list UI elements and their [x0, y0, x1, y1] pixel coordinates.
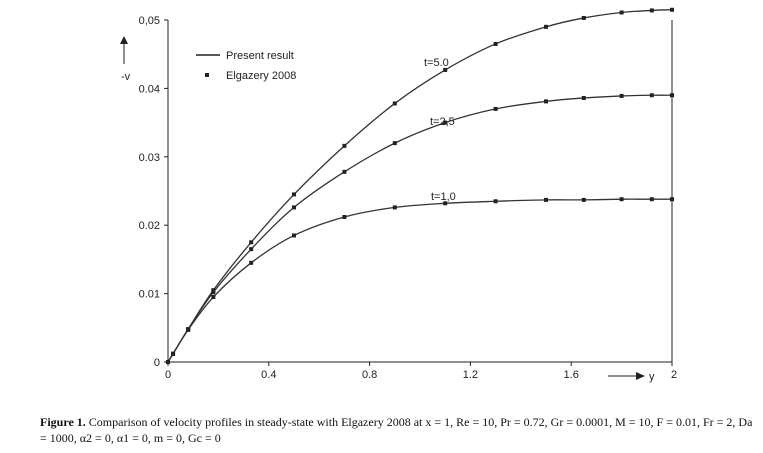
legend-marker-swatch: [205, 73, 209, 77]
series-point-2: [581, 197, 586, 202]
x-axis-arrowhead: [636, 372, 645, 380]
series-point-0: [292, 192, 296, 197]
series-point-1: [249, 247, 254, 252]
series-point-0: [649, 8, 654, 13]
annotation-t25: t=2,5: [430, 116, 455, 128]
caption-text: Comparison of velocity profiles in stead…: [40, 415, 753, 445]
series-point-0: [342, 143, 347, 148]
y-tick-label: 0.04: [139, 83, 160, 95]
series-point-2: [211, 295, 216, 300]
y-tick-label: 0: [154, 357, 160, 369]
y-tick-label: 0,05: [139, 15, 160, 27]
series-point-2: [493, 199, 498, 204]
series-point-0: [670, 7, 674, 12]
series-point-0: [392, 101, 397, 106]
legend-line-label: Present result: [226, 50, 294, 62]
series-point-1: [211, 290, 216, 295]
annotation-t1: t=1,0: [431, 191, 456, 203]
series-point-2: [619, 197, 624, 202]
x-tick-label: 1.6: [564, 369, 579, 381]
series-point-1: [544, 99, 548, 104]
series-line-1: [167, 94, 673, 363]
series-point-1: [649, 93, 654, 98]
x-axis-label: y: [649, 371, 655, 383]
series-point-2: [186, 327, 191, 332]
series-line-0: [167, 9, 673, 363]
series-point-0: [443, 67, 448, 72]
series-point-0: [249, 240, 254, 245]
legend-marker-label: Elgazery 2008: [226, 70, 296, 82]
y-tick-label: 0.03: [139, 152, 160, 164]
series-point-1: [670, 93, 674, 98]
x-tick-label: 0.8: [362, 369, 377, 381]
series-point-2: [171, 351, 176, 356]
series-point-1: [581, 95, 586, 100]
series-point-2: [649, 197, 654, 202]
origin-point: [166, 360, 170, 364]
series-point-0: [493, 41, 498, 46]
x-tick-label: 0.4: [261, 369, 276, 381]
series-point-2: [249, 260, 254, 265]
x-tick-label: 2: [671, 369, 677, 381]
series-point-1: [292, 205, 296, 210]
series-point-2: [292, 233, 296, 238]
x-tick-label: 0: [165, 369, 171, 381]
y-tick-label: 0.01: [139, 289, 160, 301]
series-line-2: [167, 198, 672, 363]
series-point-0: [544, 24, 548, 29]
series-point-0: [211, 288, 216, 293]
series-point-1: [342, 169, 347, 174]
series-point-2: [443, 201, 448, 206]
series-point-2: [342, 214, 347, 219]
series-point-0: [619, 10, 624, 15]
series-point-2: [392, 205, 397, 210]
velocity-profile-chart: -v y Present result Elgazery 2008 t=5.0 …: [120, 7, 677, 383]
y-axis-arrowhead: [120, 36, 128, 44]
series-point-1: [493, 106, 498, 111]
x-tick-label: 1.2: [463, 369, 478, 381]
y-tick-label: 0.02: [139, 220, 160, 232]
series-point-2: [544, 197, 548, 202]
series-point-1: [443, 120, 448, 125]
series-point-1: [619, 93, 624, 98]
series-point-2: [670, 197, 674, 202]
series-point-1: [392, 141, 397, 146]
figure-caption: Figure 1. Comparison of velocity profile…: [40, 414, 760, 446]
annotation-t5: t=5.0: [424, 57, 449, 69]
series-point-0: [581, 15, 586, 20]
y-axis-label: -v: [121, 71, 131, 83]
caption-label: Figure 1.: [40, 415, 86, 429]
